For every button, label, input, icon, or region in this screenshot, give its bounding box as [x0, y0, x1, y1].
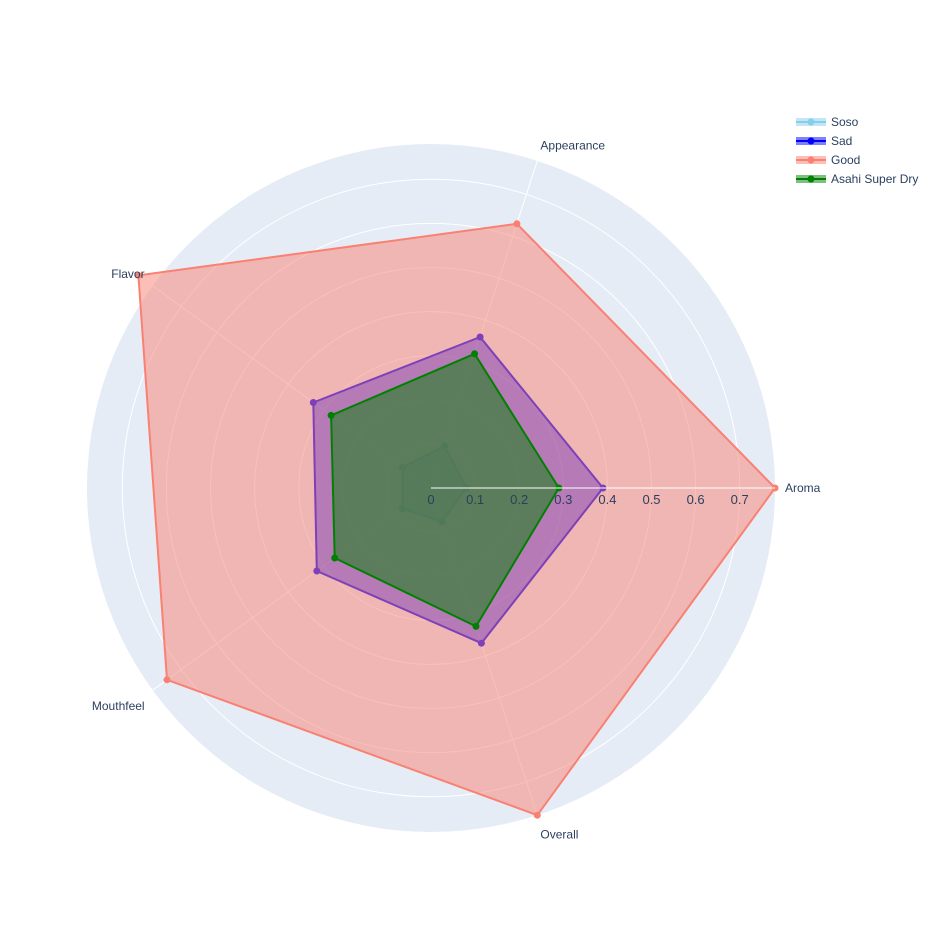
data-point[interactable]	[472, 622, 480, 630]
series-layer	[134, 220, 779, 819]
radial-tick-label: 0	[427, 492, 434, 507]
legend-item[interactable]: Asahi Super Dry	[796, 172, 918, 186]
legend-label: Soso	[831, 115, 859, 129]
data-point[interactable]	[331, 554, 339, 562]
data-point[interactable]	[327, 411, 335, 419]
data-point[interactable]	[513, 220, 521, 228]
data-point[interactable]	[533, 811, 541, 819]
axis-label-appearance: Appearance	[540, 138, 605, 152]
radial-tick-label: 0.7	[731, 492, 749, 507]
data-point[interactable]	[471, 350, 479, 358]
radial-tick-label: 0.1	[466, 492, 484, 507]
data-point[interactable]	[134, 271, 142, 279]
series-asahi-super-dry	[327, 350, 563, 630]
data-point[interactable]	[163, 676, 171, 684]
legend-label: Sad	[831, 134, 852, 148]
axis-label-overall: Overall	[540, 828, 578, 842]
legend-marker	[807, 137, 815, 145]
legend-marker	[807, 175, 815, 183]
radial-tick-label: 0.5	[642, 492, 660, 507]
legend-label: Asahi Super Dry	[831, 172, 918, 186]
legend-label: Good	[831, 153, 860, 167]
legend[interactable]: Soso Sad Good Asahi Super Dry	[796, 115, 918, 186]
legend-item[interactable]: Soso	[796, 115, 859, 129]
radial-tick-label: 0.4	[598, 492, 616, 507]
radial-tick-label: 0.6	[687, 492, 705, 507]
series-area	[330, 352, 560, 628]
axis-label-flavor: Flavor	[111, 267, 144, 281]
legend-marker	[807, 156, 815, 164]
axis-label-aroma: Aroma	[785, 481, 821, 495]
legend-item[interactable]: Sad	[796, 134, 852, 148]
angular-axis-labels: Aroma Appearance Flavor Mouthfeel Overall	[92, 138, 821, 841]
legend-item[interactable]: Good	[796, 153, 860, 167]
radial-tick-label: 0.2	[510, 492, 528, 507]
radial-tick-labels: 0 0.1 0.2 0.3 0.4 0.5 0.6 0.7	[427, 487, 775, 507]
legend-marker	[807, 118, 815, 126]
axis-label-mouthfeel: Mouthfeel	[92, 699, 145, 713]
radial-tick-label: 0.3	[554, 492, 572, 507]
